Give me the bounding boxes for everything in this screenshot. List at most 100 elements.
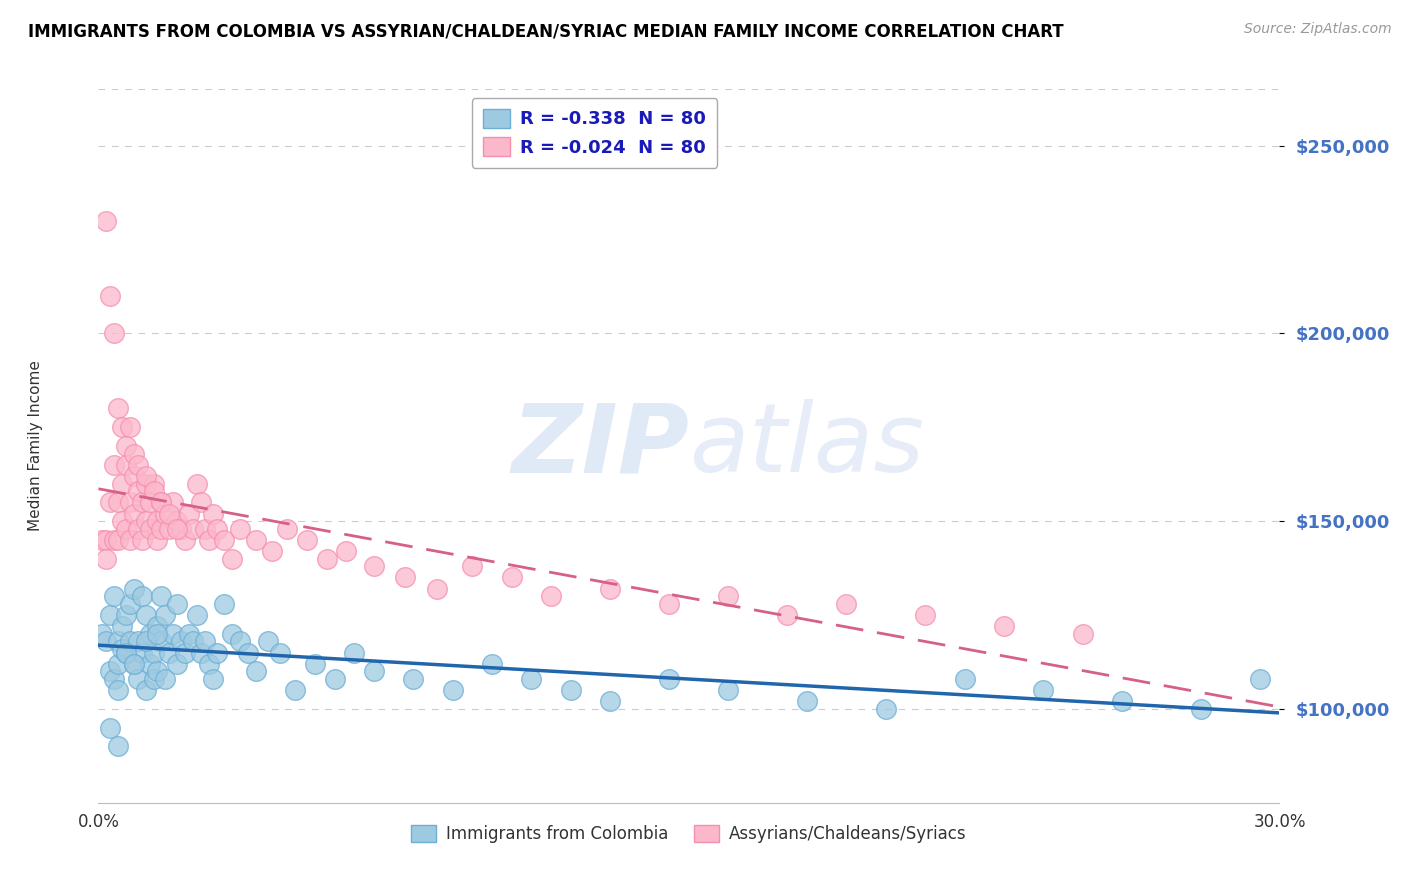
- Point: [796, 694, 818, 708]
- Point: [304, 657, 326, 671]
- Point: [150, 522, 173, 536]
- Point: [107, 739, 129, 754]
- Point: [201, 672, 224, 686]
- Point: [170, 522, 193, 536]
- Point: [190, 495, 212, 509]
- Point: [560, 683, 582, 698]
- Point: [186, 607, 208, 622]
- Point: [135, 683, 157, 698]
- Point: [150, 589, 173, 603]
- Point: [111, 476, 134, 491]
- Point: [540, 589, 562, 603]
- Point: [402, 672, 425, 686]
- Point: [135, 607, 157, 622]
- Point: [155, 507, 177, 521]
- Point: [103, 326, 125, 341]
- Point: [875, 702, 897, 716]
- Point: [205, 522, 228, 536]
- Point: [162, 495, 184, 509]
- Point: [150, 495, 173, 509]
- Point: [111, 641, 134, 656]
- Point: [138, 657, 160, 671]
- Point: [142, 646, 165, 660]
- Point: [197, 657, 219, 671]
- Point: [1189, 702, 1212, 716]
- Point: [315, 551, 337, 566]
- Point: [122, 507, 145, 521]
- Point: [115, 439, 138, 453]
- Point: [122, 657, 145, 671]
- Point: [135, 634, 157, 648]
- Point: [993, 619, 1015, 633]
- Point: [115, 458, 138, 472]
- Y-axis label: Median Family Income: Median Family Income: [28, 360, 42, 532]
- Text: IMMIGRANTS FROM COLOMBIA VS ASSYRIAN/CHALDEAN/SYRIAC MEDIAN FAMILY INCOME CORREL: IMMIGRANTS FROM COLOMBIA VS ASSYRIAN/CHA…: [28, 22, 1064, 40]
- Point: [103, 672, 125, 686]
- Point: [717, 683, 740, 698]
- Point: [256, 634, 278, 648]
- Point: [717, 589, 740, 603]
- Point: [111, 420, 134, 434]
- Point: [150, 634, 173, 648]
- Point: [127, 672, 149, 686]
- Point: [111, 514, 134, 528]
- Point: [96, 634, 118, 648]
- Point: [115, 646, 138, 660]
- Point: [107, 683, 129, 698]
- Point: [343, 646, 366, 660]
- Point: [276, 522, 298, 536]
- Point: [96, 551, 118, 566]
- Point: [481, 657, 503, 671]
- Point: [214, 597, 236, 611]
- Point: [1071, 627, 1094, 641]
- Point: [146, 665, 169, 679]
- Point: [107, 657, 129, 671]
- Point: [197, 533, 219, 547]
- Point: [157, 646, 180, 660]
- Point: [91, 533, 114, 547]
- Point: [91, 627, 114, 641]
- Point: [170, 634, 193, 648]
- Point: [599, 582, 621, 596]
- Point: [323, 672, 346, 686]
- Point: [155, 607, 177, 622]
- Point: [146, 627, 169, 641]
- Point: [236, 646, 259, 660]
- Point: [260, 544, 283, 558]
- Point: [142, 672, 165, 686]
- Point: [107, 533, 129, 547]
- Point: [146, 533, 169, 547]
- Point: [221, 627, 243, 641]
- Point: [107, 634, 129, 648]
- Point: [269, 646, 291, 660]
- Point: [166, 657, 188, 671]
- Point: [127, 634, 149, 648]
- Point: [115, 522, 138, 536]
- Point: [118, 597, 141, 611]
- Point: [363, 665, 385, 679]
- Point: [181, 522, 204, 536]
- Point: [118, 634, 141, 648]
- Point: [98, 495, 121, 509]
- Point: [142, 476, 165, 491]
- Point: [118, 420, 141, 434]
- Point: [115, 607, 138, 622]
- Point: [441, 683, 464, 698]
- Point: [174, 533, 197, 547]
- Point: [177, 507, 200, 521]
- Point: [96, 533, 118, 547]
- Point: [181, 634, 204, 648]
- Point: [658, 597, 681, 611]
- Point: [205, 646, 228, 660]
- Text: ZIP: ZIP: [510, 400, 689, 492]
- Point: [177, 627, 200, 641]
- Point: [103, 533, 125, 547]
- Point: [229, 522, 252, 536]
- Point: [194, 522, 217, 536]
- Point: [131, 646, 153, 660]
- Point: [98, 607, 121, 622]
- Point: [520, 672, 543, 686]
- Point: [142, 484, 165, 499]
- Point: [107, 495, 129, 509]
- Point: [245, 533, 267, 547]
